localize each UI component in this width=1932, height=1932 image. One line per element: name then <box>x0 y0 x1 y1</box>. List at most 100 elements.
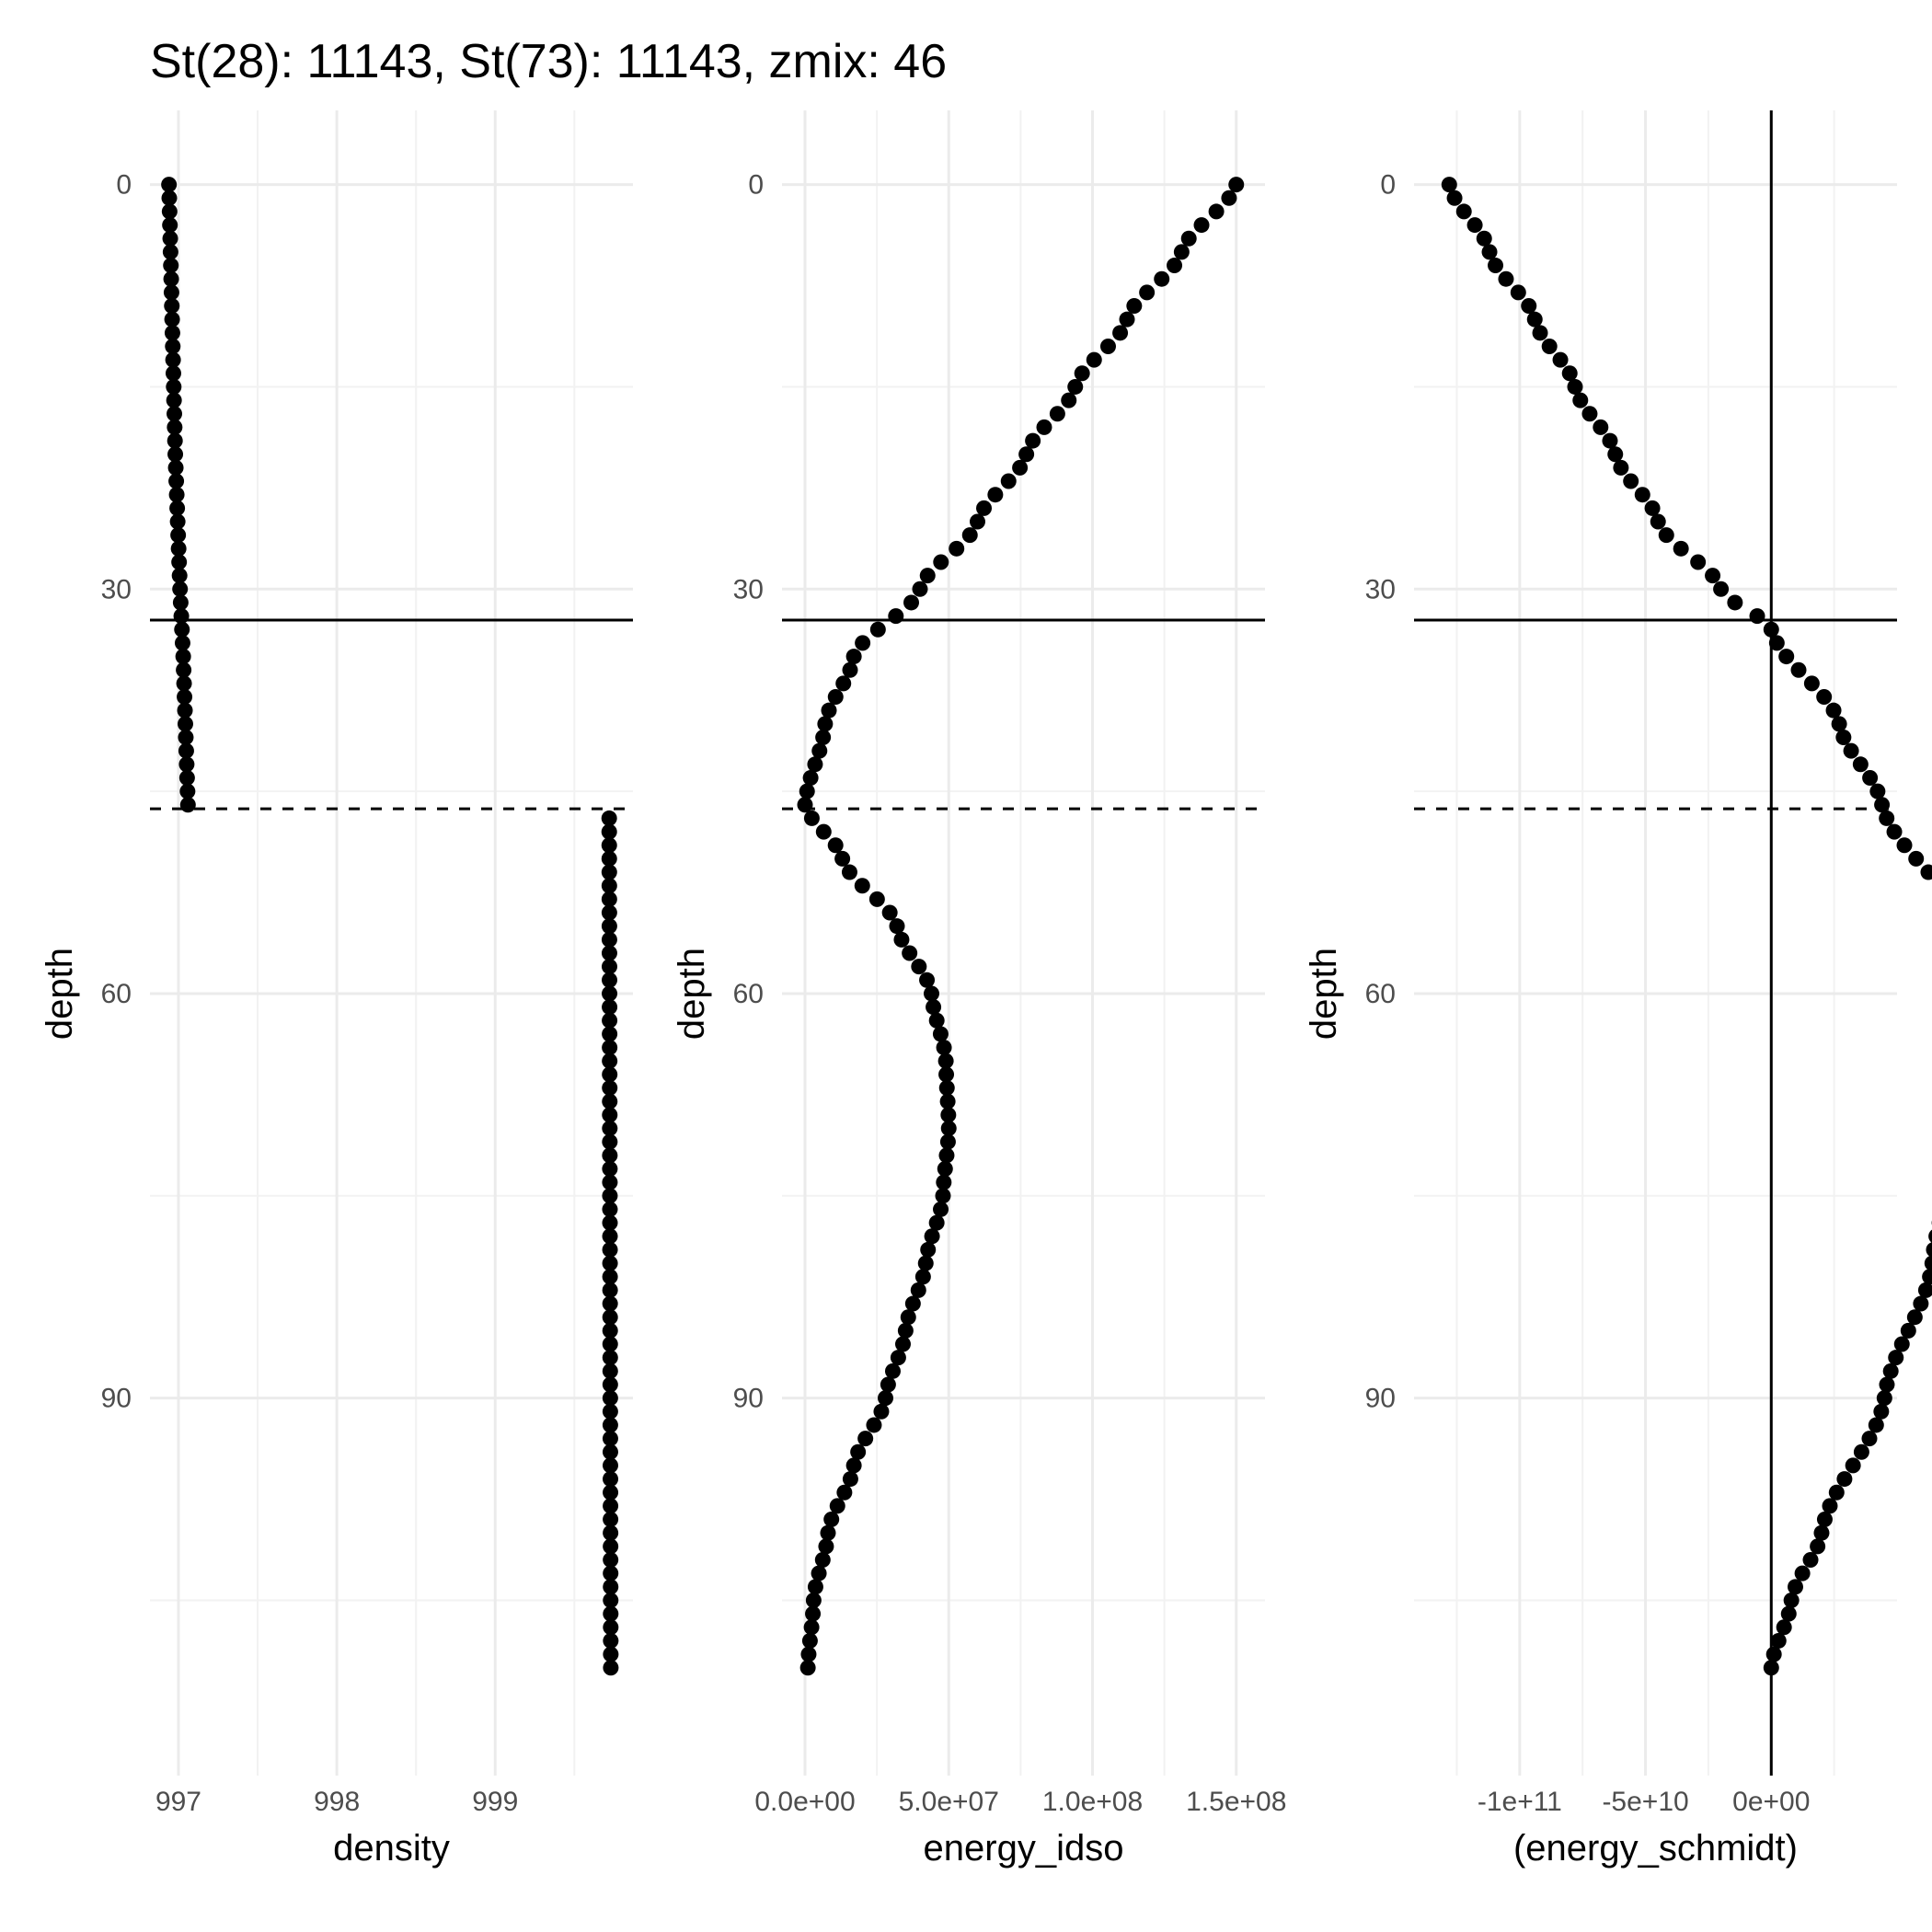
data-point <box>602 1214 618 1231</box>
data-point <box>857 1431 874 1447</box>
data-points <box>1441 177 1932 1676</box>
chart-title: St(28): 11143, St(73): 11143, zmix: 46 <box>150 35 947 88</box>
data-point <box>1086 351 1102 368</box>
data-point <box>1749 608 1765 625</box>
data-point <box>1690 554 1707 570</box>
data-point <box>1446 190 1463 206</box>
data-point <box>807 756 823 773</box>
data-point <box>179 783 196 799</box>
data-point <box>1908 850 1925 867</box>
data-point <box>602 1066 618 1083</box>
y-tick-label: 90 <box>101 1384 132 1414</box>
data-point <box>868 891 885 907</box>
data-point <box>1843 742 1859 759</box>
x-tick-label: 997 <box>155 1787 201 1817</box>
data-point <box>601 850 617 867</box>
data-point <box>938 1147 955 1164</box>
data-point <box>1802 1552 1819 1569</box>
data-point <box>1607 446 1624 463</box>
data-point <box>602 1403 618 1420</box>
data-point <box>603 1524 619 1541</box>
data-point <box>940 1121 957 1137</box>
data-point <box>602 1457 618 1474</box>
data-point <box>602 1431 618 1447</box>
panel-energy-idso: 0 30 60 90 0.0e+00 5.0e+07 1.0e+08 1.5e+08 energ… <box>672 110 1286 1869</box>
x-tick-label: 0.0e+00 <box>754 1787 855 1817</box>
data-point <box>1602 432 1618 449</box>
data-point <box>842 1471 858 1488</box>
data-point <box>820 1524 836 1541</box>
data-point <box>170 527 187 544</box>
data-point <box>1208 203 1225 220</box>
data-point <box>167 419 183 435</box>
data-point <box>938 1066 955 1083</box>
y-tick-label: 90 <box>1365 1384 1396 1414</box>
x-tick-label: 0e+00 <box>1732 1787 1810 1817</box>
data-point <box>1067 378 1084 395</box>
data-point <box>1794 1565 1811 1581</box>
x-tick-label: -5e+10 <box>1602 1787 1688 1817</box>
data-point <box>162 230 178 247</box>
data-point <box>811 742 828 759</box>
data-point <box>1541 338 1558 354</box>
data-point <box>842 661 858 678</box>
data-point <box>178 729 194 745</box>
data-point <box>1593 419 1609 435</box>
data-point <box>814 1552 831 1569</box>
data-point <box>602 1228 618 1245</box>
data-point <box>893 931 910 948</box>
data-point <box>166 378 182 395</box>
data-point <box>803 810 820 826</box>
data-point <box>866 1417 882 1433</box>
data-point <box>911 959 927 975</box>
data-point <box>805 1605 822 1622</box>
y-axis-title: depth <box>672 948 712 1040</box>
data-point <box>1900 1322 1916 1339</box>
data-point <box>165 351 181 368</box>
data-point <box>1852 756 1869 773</box>
data-point <box>1896 837 1913 854</box>
data-point <box>1835 729 1852 745</box>
data-point <box>602 1241 618 1258</box>
data-point <box>164 325 180 341</box>
data-point <box>603 1484 619 1501</box>
data-point <box>179 797 196 813</box>
data-point <box>602 1160 618 1177</box>
data-point <box>855 635 871 651</box>
data-point <box>797 797 813 813</box>
data-points <box>161 177 619 1676</box>
data-point <box>1561 365 1578 382</box>
data-point <box>1552 351 1569 368</box>
x-tick-label: 999 <box>472 1787 518 1817</box>
data-point <box>1816 689 1833 706</box>
data-point <box>175 649 191 665</box>
x-axis-title: density <box>333 1828 450 1869</box>
data-point <box>601 810 617 826</box>
data-point <box>603 1498 619 1514</box>
data-point <box>987 487 1004 503</box>
data-point <box>601 864 617 880</box>
data-point <box>603 1605 619 1622</box>
y-axis-title: depth <box>1304 948 1344 1040</box>
data-point <box>602 1322 618 1339</box>
data-point <box>602 1269 618 1285</box>
data-point <box>603 1512 619 1528</box>
data-point <box>823 1512 840 1528</box>
data-point <box>602 1026 618 1042</box>
data-point <box>919 568 936 584</box>
y-tick-label: 0 <box>1380 170 1396 201</box>
data-point <box>1476 230 1492 247</box>
data-point <box>603 1579 619 1595</box>
data-point <box>802 769 819 786</box>
y-tick-label: 60 <box>1365 979 1396 1009</box>
data-point <box>602 1309 618 1326</box>
data-point <box>165 338 181 354</box>
data-point <box>821 702 837 719</box>
data-point <box>178 742 194 759</box>
data-point <box>602 1336 618 1352</box>
data-point <box>1787 1579 1803 1595</box>
data-point <box>1126 298 1143 315</box>
data-point <box>167 406 183 422</box>
data-point <box>1845 1457 1861 1474</box>
data-point <box>919 972 936 988</box>
